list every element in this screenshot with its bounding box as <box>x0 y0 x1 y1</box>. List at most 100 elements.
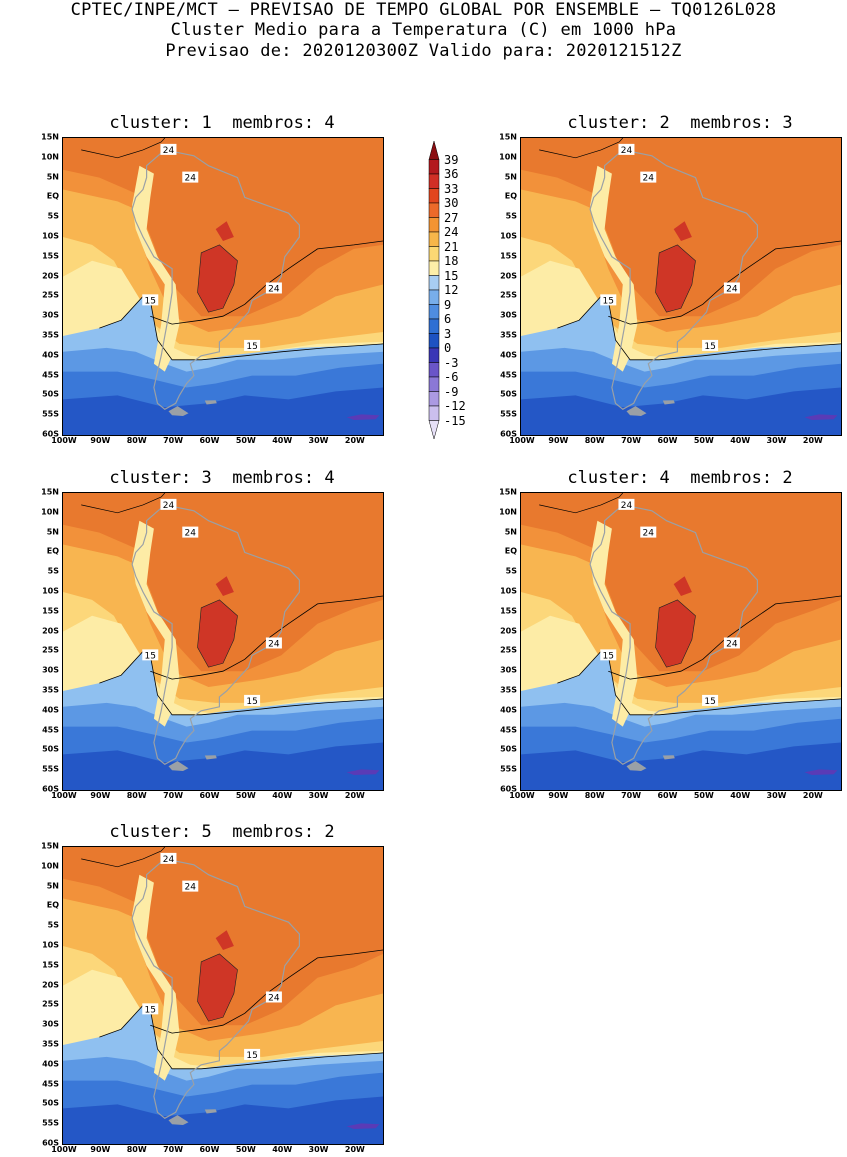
lat-tick-label: 15S <box>500 251 517 261</box>
colorbar-level-label: 3 <box>444 326 452 341</box>
svg-text:24: 24 <box>643 529 655 539</box>
tierra-del-fuego <box>626 406 647 416</box>
panel-title-2: cluster: 2 membros: 3 <box>567 113 793 133</box>
south-america-coastline <box>589 504 758 766</box>
lat-tick-label: 10N <box>499 507 517 517</box>
svg-text:24: 24 <box>163 501 175 511</box>
colorbar-level-label: 6 <box>444 312 452 326</box>
lat-tick-label: 40S <box>42 705 59 715</box>
colorbar-swatch <box>428 304 440 320</box>
panel-title-4: cluster: 4 membros: 2 <box>567 468 793 488</box>
field-30-33 <box>655 599 696 668</box>
lat-tick-label: EQ <box>504 546 517 556</box>
lon-tick-label: 90W <box>548 791 569 800</box>
colorbar-level-label: -12 <box>444 399 466 413</box>
svg-text:24: 24 <box>163 855 175 865</box>
lat-tick-label: 5S <box>505 211 517 221</box>
map-panel-2: 24 24 24 15 15 <box>520 137 842 436</box>
contour-24 <box>150 595 383 680</box>
field-30-33 <box>197 244 238 313</box>
field-0-3 <box>804 769 838 775</box>
contour-label-24-north: 24 <box>618 498 635 511</box>
contour-24 <box>150 240 383 325</box>
contour-24-north <box>539 138 624 159</box>
lon-tick-label: 20W <box>344 791 365 800</box>
lon-tick-label: 70W <box>621 436 642 445</box>
lat-tick-label: 40S <box>42 1059 59 1069</box>
lon-tick-label: 50W <box>235 1145 256 1154</box>
lat-tick-label: 35S <box>500 685 517 695</box>
lat-tick-label: 55S <box>500 764 517 774</box>
contour-24 <box>608 240 841 325</box>
colorbar-swatch <box>428 188 440 204</box>
lat-tick-label: 45S <box>42 1079 59 1089</box>
lat-tick-label: 10N <box>41 507 59 517</box>
lat-tick-label: 50S <box>500 389 517 399</box>
lat-tick-label: 15N <box>41 132 59 142</box>
longitude-axis-5: 100W 90W 80W 70W 60W 50W 40W 30W 20W <box>51 1145 392 1157</box>
lon-tick-label: 50W <box>235 791 256 800</box>
lon-tick-label: 40W <box>272 791 293 800</box>
temperature-map-2: 24 24 24 15 15 <box>521 138 841 435</box>
lat-tick-label: 10S <box>42 586 59 596</box>
latitude-axis-1: 15N 10N 5N EQ 5S 10S 15S 20S 25S 30S 35S 40S 45S 50S 5… <box>20 133 62 439</box>
longitude-axis-1: 100W 90W 80W 70W 60W 50W 40W 30W 20W <box>51 436 392 448</box>
lat-tick-label: 45S <box>500 370 517 380</box>
svg-text:24: 24 <box>185 529 197 539</box>
lon-tick-label: 30W <box>308 436 329 445</box>
lat-tick-label: 45S <box>42 370 59 380</box>
lat-tick-label: 35S <box>500 330 517 340</box>
south-america-coastline <box>589 149 758 411</box>
svg-text:24: 24 <box>163 146 175 156</box>
field-30-33-small <box>215 576 234 596</box>
contour-15 <box>557 650 841 716</box>
longitude-axis-3: 100W 90W 80W 70W 60W 50W 40W 30W 20W <box>51 791 392 803</box>
svg-text:24: 24 <box>726 639 738 649</box>
lat-tick-label: 5N <box>504 527 517 537</box>
lat-tick-label: 50S <box>500 744 517 754</box>
falkland-islands <box>204 400 217 405</box>
lat-tick-label: 60S <box>500 784 517 794</box>
svg-text:24: 24 <box>621 146 633 156</box>
field-30-33 <box>197 953 238 1022</box>
lat-tick-label: 60S <box>42 429 59 439</box>
lon-tick-label: 60W <box>199 1145 220 1154</box>
lon-tick-label: 90W <box>90 791 111 800</box>
lon-tick-label: 80W <box>584 436 605 445</box>
header-title-line-3: Previsao de: 2020120300Z Valido para: 20… <box>165 41 682 61</box>
contour-label-15-west: 15 <box>142 649 159 661</box>
colorbar-level-label: 30 <box>444 196 459 210</box>
lat-tick-label: 15N <box>499 487 517 497</box>
lat-tick-label: 30S <box>500 665 517 675</box>
falkland-islands <box>662 755 675 760</box>
south-america-coastline <box>131 858 300 1120</box>
contour-24 <box>150 949 383 1034</box>
map-panel-3: 24 24 24 15 15 <box>62 492 384 791</box>
south-america-coastline <box>131 149 300 411</box>
lat-tick-label: 30S <box>42 310 59 320</box>
lat-tick-label: EQ <box>504 191 517 201</box>
contour-label-24-north: 24 <box>618 143 635 156</box>
south-america-coastline <box>131 504 300 766</box>
field-0-3 <box>346 769 380 775</box>
svg-text:24: 24 <box>185 883 197 893</box>
header-title-line-2: Cluster Medio para a Temperatura (C) em … <box>170 20 677 40</box>
contour-label-24: 24 <box>640 171 657 184</box>
lon-tick-label: 60W <box>199 791 220 800</box>
colorbar-legend: 39 36 33 30 27 24 21 18 15 12 9 6 3 0 -3 -6 -9 -12 -15 <box>426 135 486 445</box>
lat-tick-label: EQ <box>46 546 59 556</box>
lat-tick-label: 5S <box>47 211 59 221</box>
lat-tick-label: 35S <box>42 1039 59 1049</box>
lon-tick-label: 70W <box>163 791 184 800</box>
lat-tick-label: 50S <box>42 1098 59 1108</box>
colorbar-swatch <box>428 318 440 334</box>
lat-tick-label: 60S <box>500 429 517 439</box>
lat-tick-label: 5S <box>47 566 59 576</box>
field-0-3 <box>346 414 380 420</box>
lat-tick-label: 15S <box>42 960 59 970</box>
colorbar-level-label: -6 <box>444 370 459 384</box>
lat-tick-label: 10S <box>500 231 517 241</box>
contour-24-north <box>81 493 166 514</box>
lat-tick-label: 15N <box>41 841 59 851</box>
contour-label-15-west: 15 <box>600 294 617 306</box>
